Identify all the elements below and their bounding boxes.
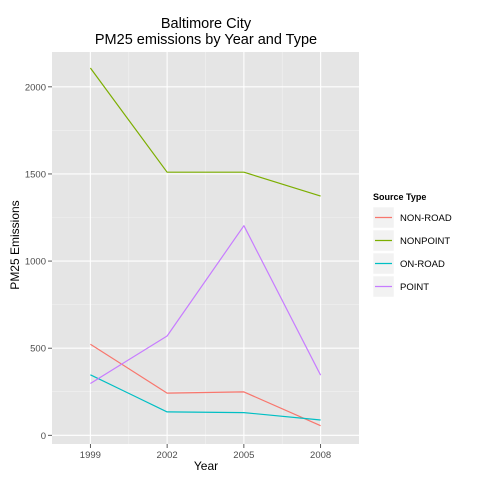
legend: Source Type NON-ROAD NONPOINT ON-ROAD POINT [372,192,452,298]
x-tick-label: 2002 [157,450,178,461]
y-axis-title: PM25 Emissions [8,200,22,289]
series-line-non-road [90,343,321,427]
series-line-nonpoint [89,67,321,197]
y-tick-label: 500 [30,344,46,355]
y-tick-label: 1000 [25,257,46,268]
legend-title: Source Type [373,192,426,202]
chart-subtitle: PM25 emissions by Year and Type [95,32,317,48]
legend-label-nonpoint: NONPOINT [400,236,450,247]
x-axis-ticks: 1999 2002 2005 2008 [80,444,331,461]
series-line-point [90,225,322,385]
y-axis-ticks: 0 500 1000 1500 2000 [25,82,52,442]
y-tick-label: 2000 [25,82,46,93]
grid-lines [52,52,359,444]
y-tick-label: 0 [41,431,46,442]
x-axis-title: Year [194,459,218,473]
legend-label-point: POINT [400,282,429,293]
legend-label-non-road: NON-ROAD [400,213,452,224]
x-tick-label: 2005 [233,450,254,461]
chart-title: Baltimore City [161,16,252,32]
series-lines [89,67,322,427]
legend-label-on-road: ON-ROAD [400,259,445,270]
x-tick-label: 1999 [80,450,101,461]
x-tick-label: 2008 [310,450,331,461]
series-line-on-road [90,374,321,421]
y-tick-label: 1500 [25,169,46,180]
